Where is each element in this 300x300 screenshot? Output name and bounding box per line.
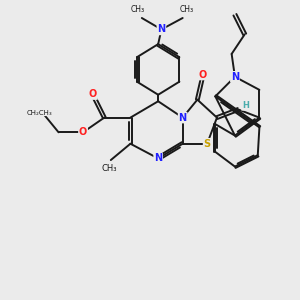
Text: S: S (204, 139, 211, 149)
Text: CH₃: CH₃ (131, 5, 145, 14)
Text: CH₂CH₃: CH₂CH₃ (26, 110, 52, 116)
Text: N: N (178, 112, 187, 123)
Text: H: H (242, 101, 249, 110)
Text: CH₃: CH₃ (179, 5, 194, 14)
Text: N: N (154, 153, 162, 164)
Text: N: N (158, 24, 166, 34)
Text: O: O (198, 70, 206, 80)
Text: N: N (231, 72, 239, 82)
Text: O: O (79, 127, 87, 137)
Text: CH₃: CH₃ (101, 164, 117, 173)
Text: O: O (89, 89, 97, 99)
